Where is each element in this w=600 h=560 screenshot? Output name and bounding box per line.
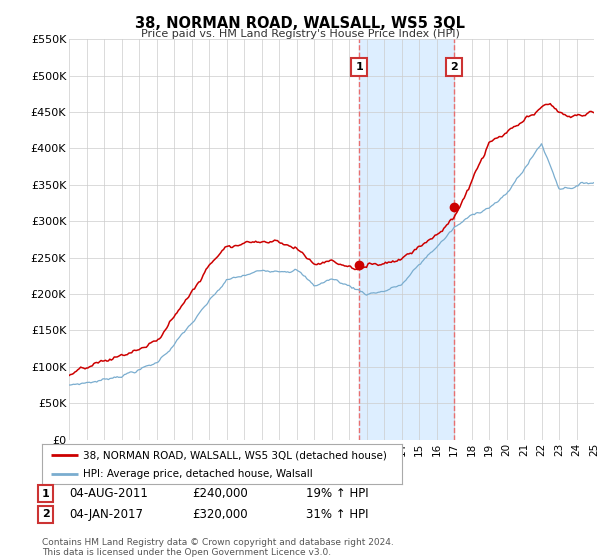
Text: £320,000: £320,000 [192, 507, 248, 521]
Text: 31% ↑ HPI: 31% ↑ HPI [306, 507, 368, 521]
Text: 38, NORMAN ROAD, WALSALL, WS5 3QL (detached house): 38, NORMAN ROAD, WALSALL, WS5 3QL (detac… [83, 450, 387, 460]
Text: 38, NORMAN ROAD, WALSALL, WS5 3QL: 38, NORMAN ROAD, WALSALL, WS5 3QL [135, 16, 465, 31]
Text: 1: 1 [42, 489, 50, 499]
Text: 2: 2 [450, 62, 458, 72]
Text: 04-AUG-2011: 04-AUG-2011 [69, 487, 148, 501]
Text: 04-JAN-2017: 04-JAN-2017 [69, 507, 143, 521]
Text: 1: 1 [355, 62, 363, 72]
Bar [359, 39, 454, 440]
Text: Price paid vs. HM Land Registry's House Price Index (HPI): Price paid vs. HM Land Registry's House … [140, 29, 460, 39]
Text: £240,000: £240,000 [192, 487, 248, 501]
Text: 2: 2 [42, 509, 50, 519]
Text: HPI: Average price, detached house, Walsall: HPI: Average price, detached house, Wals… [83, 469, 313, 479]
Text: Contains HM Land Registry data © Crown copyright and database right 2024.
This d: Contains HM Land Registry data © Crown c… [42, 538, 394, 557]
Text: 19% ↑ HPI: 19% ↑ HPI [306, 487, 368, 501]
